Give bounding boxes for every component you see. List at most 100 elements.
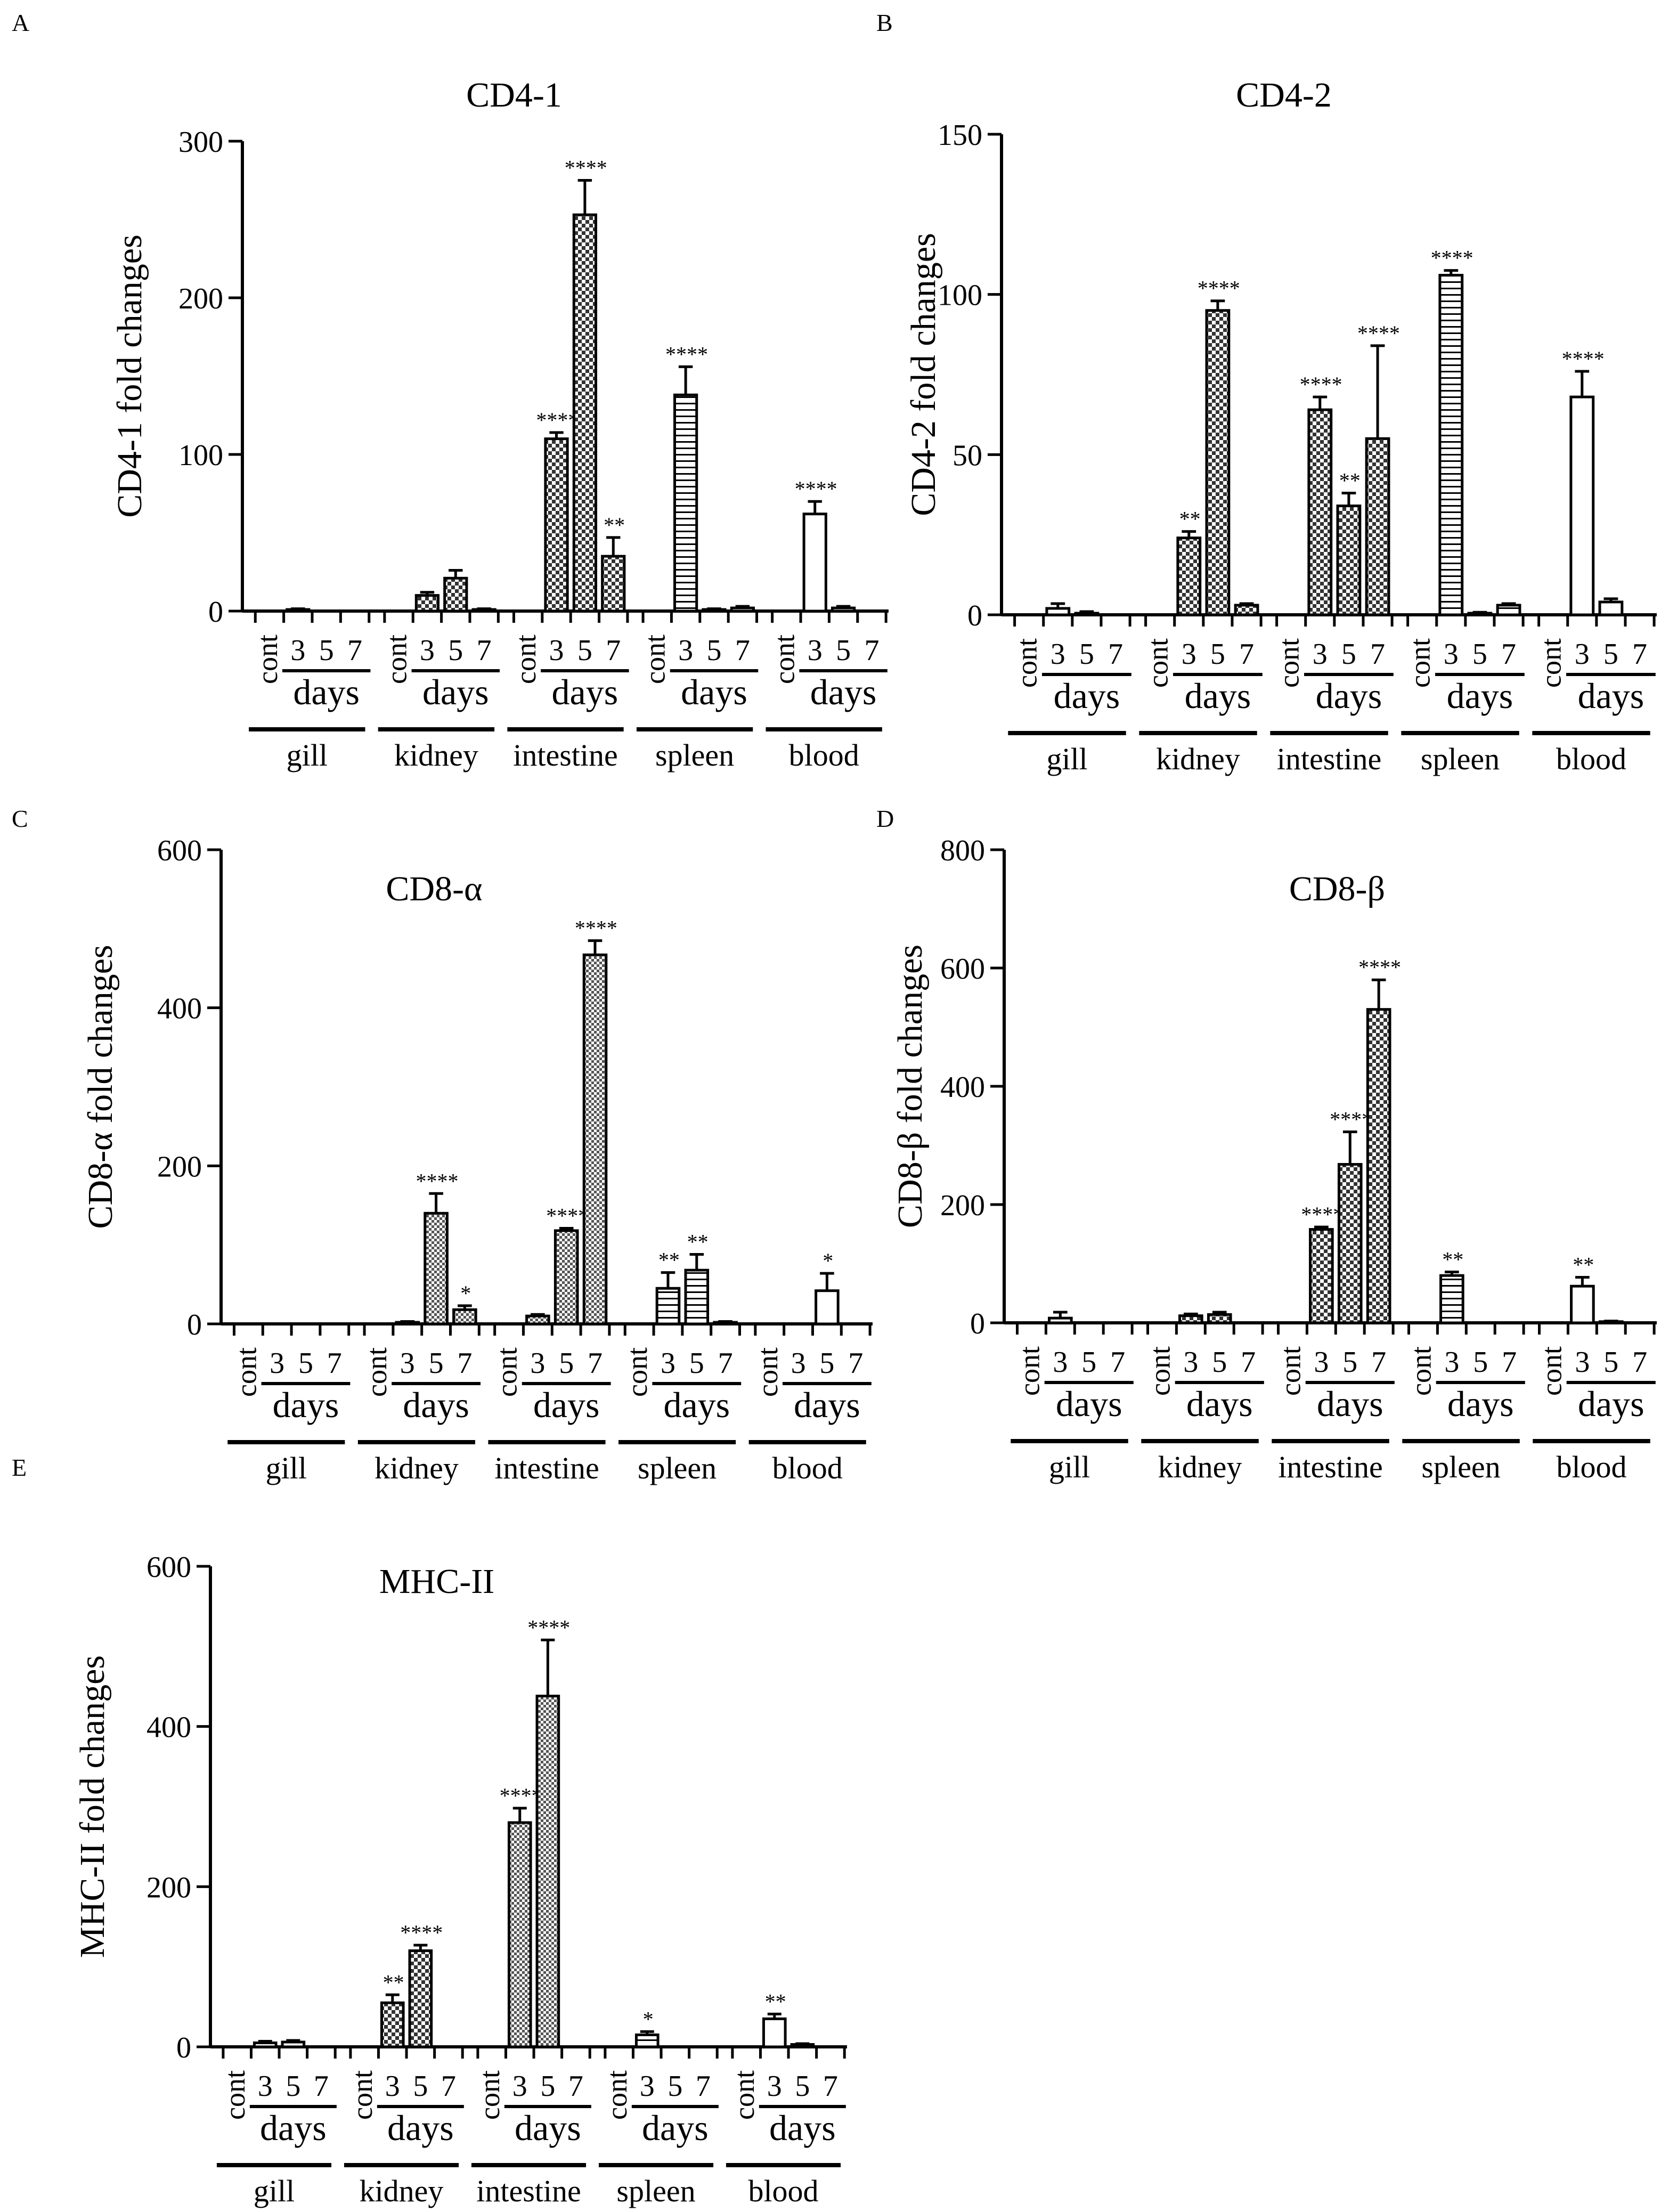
x-tick-label-day: 5 [689,1347,704,1380]
x-tick-label-day: 7 [696,2070,711,2103]
x-group-days-label: days [681,672,747,712]
x-tick-label-day: 3 [1575,638,1590,671]
x-tick-label-cont: cont [621,1347,653,1397]
panel-letter: D [876,805,894,832]
x-group-tissue-label: spleen [616,2174,695,2208]
x-tick-label-day: 5 [1472,638,1487,671]
significance-label: **** [794,477,836,501]
x-tick-label-day: 3 [1444,1346,1459,1379]
bar-kidney-5 [1207,1313,1232,1324]
x-group-days-label: days [642,2108,709,2148]
x-tick-label-day: 7 [718,1347,733,1380]
x-tick-label-day: 3 [420,634,435,667]
x-tick-label-cont: cont [1013,1346,1045,1396]
x-tick-label-cont: cont [1274,1346,1306,1396]
x-tick-label-day: 3 [1314,1346,1329,1379]
y-tick-label: 600 [157,834,202,867]
x-group-tissue-label: intestine [494,1451,599,1485]
x-tick-label-day: 7 [441,2070,456,2103]
x-group-tissue-label: gill [1049,1450,1090,1484]
x-tick-label-cont: cont [1144,1346,1176,1396]
x-tick-label-day: 3 [270,1347,284,1380]
x-tick-label-day: 5 [1342,1346,1357,1379]
significance-label: * [642,2007,653,2031]
x-group-days-label: days [769,2108,836,2148]
x-group-days-label: days [794,1385,860,1425]
bar-spleen-7 [1496,604,1521,616]
x-group-tissue-label: spleen [1421,742,1500,776]
significance-label: **** [535,408,578,432]
bar-intestine-7 [601,555,626,613]
significance-label: ** [1338,468,1359,492]
bar-blood-5 [1598,600,1624,616]
y-axis-label: CD4-2 fold changes [904,233,943,516]
y-tick-label: 200 [157,1150,202,1183]
x-tick-label-day: 5 [819,1347,834,1380]
y-tick-label: 150 [938,119,982,152]
y-tick-label: 400 [940,1071,985,1104]
x-group-days-label: days [1186,1384,1253,1424]
x-tick-label-day: 5 [1212,1346,1227,1379]
x-tick-label-day: 7 [457,1347,472,1380]
x-group-days-label: days [403,1385,469,1425]
significance-label: **** [1329,1107,1371,1131]
significance-label: ** [657,1248,679,1272]
x-tick-label-day: 5 [448,634,463,667]
x-tick-label-day: 7 [314,2070,329,2103]
x-tick-label-cont: cont [474,2070,506,2120]
x-group-days-label: days [810,672,877,712]
significance-label: **** [1196,276,1239,300]
bar-blood-3 [1570,1284,1595,1324]
significance-label: **** [526,1615,569,1639]
significance-label: **** [399,1921,442,1945]
y-tick-label: 200 [146,1871,191,1904]
significance-label: **** [1357,955,1400,979]
panel-D: D CD8-β CD8-β fold changes 0 200 400 600 800 con… [876,805,1657,1484]
y-tick-label: 50 [953,439,982,472]
x-tick-label-day: 7 [1502,1346,1517,1379]
x-group-tissue-label: spleen [1421,1450,1500,1484]
x-tick-label-cont: cont [768,635,800,684]
significance-label: * [821,1249,832,1273]
significance-label: **** [1299,372,1341,396]
bar-blood-3 [1569,395,1595,616]
significance-label: ** [382,1970,403,1994]
x-tick-label-day: 7 [477,634,492,667]
significance-label: ** [686,1230,707,1254]
x-group-days-label: days [1447,676,1513,716]
x-tick-label-day: 3 [808,634,823,667]
x-tick-label-day: 7 [864,634,879,667]
x-tick-label-day: 5 [795,2070,810,2103]
x-group-tissue-label: gill [1046,742,1087,776]
x-group-tissue-label: kidney [394,738,478,772]
x-tick-label-day: 7 [327,1347,342,1380]
x-tick-label-cont: cont [601,2070,633,2120]
x-group-days-label: days [293,672,360,712]
x-tick-label-day: 3 [791,1347,806,1380]
y-tick-label: 400 [146,1711,191,1744]
x-group-tissue-label: intestine [513,738,618,772]
y-tick-label: 100 [178,439,223,472]
x-tick-label-cont: cont [1273,638,1305,688]
y-tick-label: 0 [967,599,982,632]
x-tick-label-day: 3 [640,2070,655,2103]
x-group-days-label: days [1185,676,1251,716]
y-tick-label: 300 [178,126,223,159]
x-tick-label-day: 5 [706,634,721,667]
x-group-tissue-label: blood [789,738,859,772]
x-tick-label-day: 3 [767,2070,782,2103]
significance-label: ** [1572,1253,1593,1277]
x-tick-label-day: 7 [735,634,750,667]
bar-gill-5 [1074,612,1100,616]
y-tick-label: 400 [157,993,202,1026]
bar-spleen-3 [1438,274,1464,616]
panel-letter: A [12,9,29,36]
x-tick-label-day: 3 [258,2070,273,2103]
x-tick-label-day: 7 [1632,1346,1647,1379]
x-group-tissue-label: kidney [360,2174,444,2208]
x-tick-label-cont: cont [381,635,413,684]
bar-intestine-3 [507,1821,532,2048]
x-group-days-label: days [422,672,489,712]
x-tick-label-day: 3 [400,1347,415,1380]
